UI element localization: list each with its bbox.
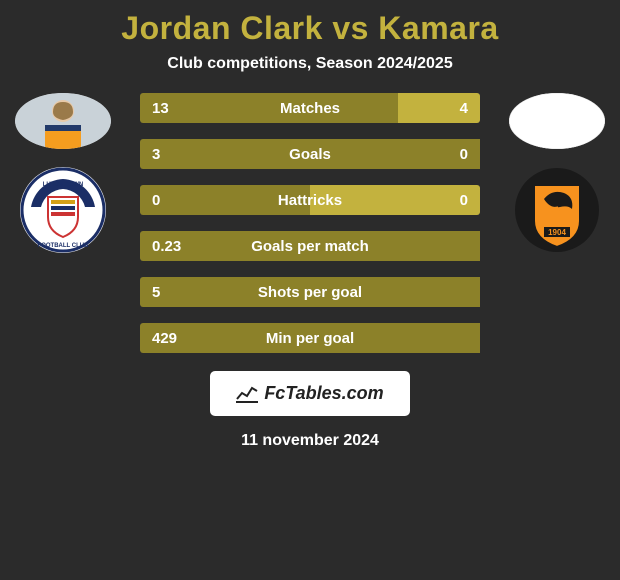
stat-label: Hattricks	[278, 192, 342, 209]
stat-row: 5 Shots per goal	[140, 277, 480, 307]
club-left-badge: LUTON TOWN FOOTBALL CLUB	[20, 167, 106, 253]
player-right-avatar	[509, 93, 605, 149]
avatar-blank-icon	[509, 93, 605, 149]
bar-left-segment	[140, 93, 398, 123]
stat-row: 0.23 Goals per match	[140, 231, 480, 261]
stat-value-left: 429	[152, 330, 177, 347]
hull-crest-icon: 1904	[514, 167, 600, 253]
stat-row: 429 Min per goal	[140, 323, 480, 353]
stat-label: Goals per match	[251, 238, 369, 255]
stat-row: 3 0 Goals	[140, 139, 480, 169]
stat-value-right: 0	[460, 192, 468, 209]
chart-icon	[236, 385, 258, 403]
stat-value-right: 0	[460, 146, 468, 163]
stat-value-left: 13	[152, 100, 169, 117]
footer-brand: FcTables.com	[210, 371, 409, 416]
badge-year: 1904	[548, 228, 566, 237]
stat-value-left: 0	[152, 192, 160, 209]
comparison-card: Jordan Clark vs Kamara Club competitions…	[0, 0, 620, 580]
main-row: LUTON TOWN FOOTBALL CLUB 13 4 Matches 3 0 Goa…	[0, 93, 620, 353]
stat-label: Matches	[280, 100, 340, 117]
right-column: 1904	[502, 93, 612, 253]
stat-label: Min per goal	[266, 330, 354, 347]
player-left-avatar	[15, 93, 111, 149]
stat-value-left: 3	[152, 146, 160, 163]
footer-brand-text: FcTables.com	[264, 383, 383, 404]
stat-row: 0 0 Hattricks	[140, 185, 480, 215]
luton-crest-icon: LUTON TOWN FOOTBALL CLUB	[20, 167, 106, 253]
svg-text:LUTON TOWN: LUTON TOWN	[43, 182, 83, 188]
avatar-placeholder-icon	[15, 93, 111, 149]
stat-label: Goals	[289, 146, 331, 163]
footer-date: 11 november 2024	[241, 432, 379, 450]
stat-bars: 13 4 Matches 3 0 Goals 0 0 Hattricks 0.23 Goals pe…	[130, 93, 490, 353]
stat-value-left: 5	[152, 284, 160, 301]
page-title: Jordan Clark vs Kamara	[121, 10, 498, 47]
stat-label: Shots per goal	[258, 284, 362, 301]
stat-value-right: 4	[460, 100, 468, 117]
club-right-badge: 1904	[514, 167, 600, 253]
left-column: LUTON TOWN FOOTBALL CLUB	[8, 93, 118, 253]
stat-row: 13 4 Matches	[140, 93, 480, 123]
subtitle: Club competitions, Season 2024/2025	[167, 55, 452, 73]
svg-text:FOOTBALL CLUB: FOOTBALL CLUB	[38, 243, 90, 249]
stat-value-left: 0.23	[152, 238, 181, 255]
